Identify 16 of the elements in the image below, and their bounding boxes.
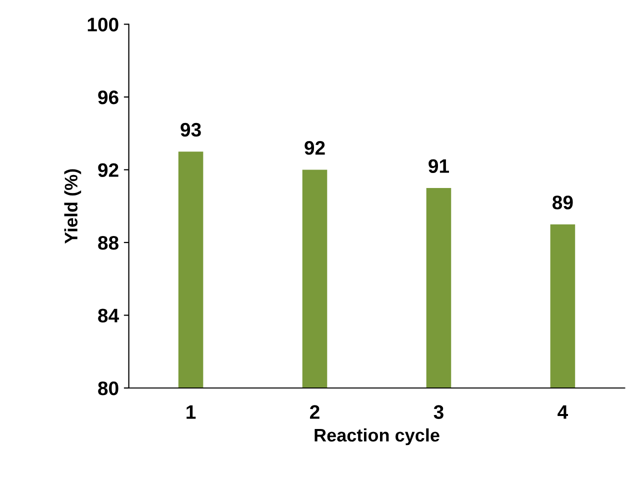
y-tick-label: 84 (98, 308, 119, 322)
x-tick-label: 3 (434, 405, 444, 419)
y-tick-label: 96 (98, 90, 118, 104)
x-tick-label: 1 (186, 405, 196, 419)
y-tick-label: 92 (98, 163, 118, 177)
data-label: 91 (428, 159, 449, 173)
data-label: 93 (180, 122, 201, 137)
x-tick-label: 2 (310, 405, 320, 419)
y-tick-label: 88 (98, 236, 118, 250)
y-tick-label: 100 (88, 18, 118, 32)
y-axis-title: Yield (%) (64, 169, 82, 244)
data-label: 92 (304, 141, 325, 155)
y-tick-label: 80 (98, 381, 118, 396)
x-axis-title: Reaction cycle (314, 428, 440, 446)
x-tick-label: 4 (558, 405, 568, 419)
data-label: 89 (552, 196, 573, 210)
